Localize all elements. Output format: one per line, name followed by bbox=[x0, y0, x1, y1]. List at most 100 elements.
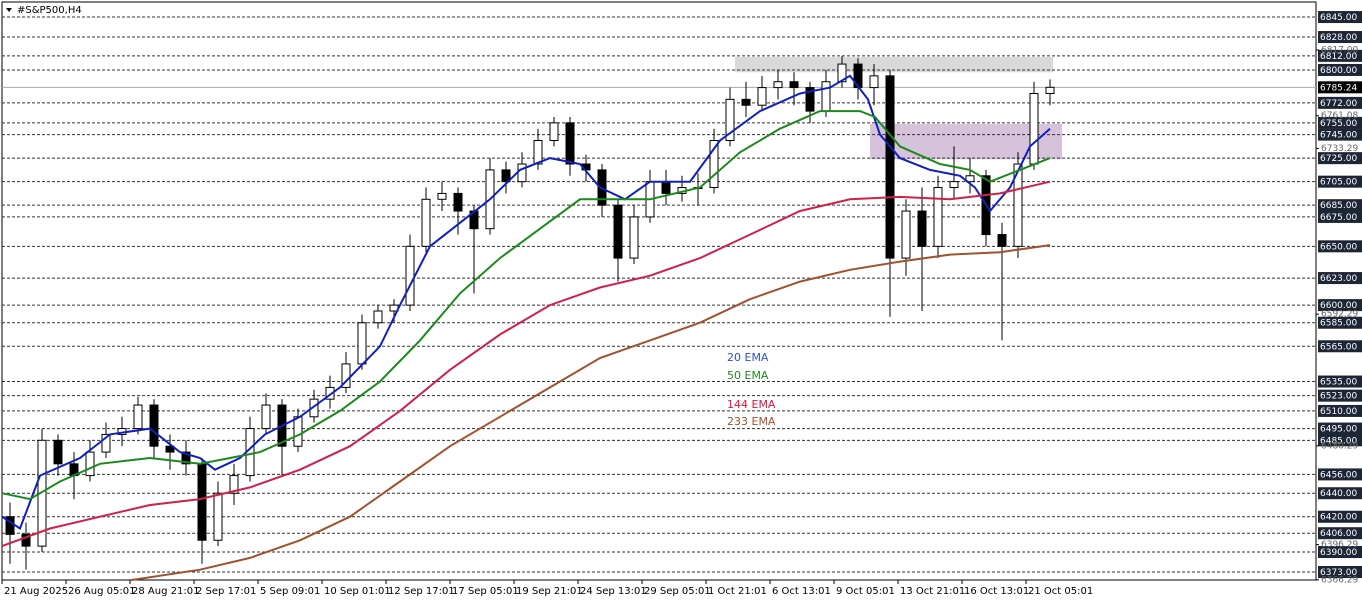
candle-body bbox=[213, 492, 223, 541]
candle-body bbox=[661, 181, 671, 194]
plot-frame bbox=[1, 1, 1317, 581]
candle-body bbox=[869, 75, 879, 89]
y-tick-label: 6600.00 bbox=[1320, 301, 1357, 311]
candle-body bbox=[533, 140, 543, 165]
candle-body bbox=[341, 363, 351, 388]
ema-line bbox=[1, 74, 1051, 531]
x-tick-label: 19 Sep 21:01 bbox=[516, 586, 583, 597]
candle-body bbox=[85, 451, 95, 477]
candle-body bbox=[773, 81, 783, 89]
legend-label: 50 EMA bbox=[727, 369, 769, 382]
y-tick-label: 6495.00 bbox=[1320, 425, 1357, 435]
y-tick-label-minor: 6592.29 bbox=[1321, 310, 1358, 320]
y-tick-box bbox=[1318, 340, 1362, 353]
x-tick-label: 26 Aug 05:01 bbox=[68, 586, 135, 597]
y-tick-label: 6440.00 bbox=[1320, 489, 1357, 499]
candle-body bbox=[149, 404, 159, 447]
candle-body bbox=[709, 140, 719, 189]
y-tick-label: 6523.00 bbox=[1320, 392, 1357, 402]
y-tick-box bbox=[1318, 175, 1362, 188]
y-tick-box bbox=[1318, 375, 1362, 388]
y-tick-label: 6800.00 bbox=[1320, 66, 1357, 76]
y-tick-label-minor: 6761.08 bbox=[1321, 111, 1358, 121]
y-tick-box bbox=[1318, 422, 1362, 435]
candle-body bbox=[229, 475, 239, 494]
x-tick-label: 5 Sep 09:01 bbox=[260, 586, 320, 597]
y-tick-label: 6406.00 bbox=[1320, 529, 1357, 539]
x-tick-label: 6 Oct 13:01 bbox=[772, 586, 831, 597]
y-tick-label: 6725.00 bbox=[1320, 154, 1357, 164]
candle-body bbox=[165, 445, 175, 453]
candle-body bbox=[1013, 163, 1023, 247]
y-tick-box bbox=[1318, 11, 1362, 24]
y-tick-box bbox=[1318, 527, 1362, 540]
candle-body bbox=[805, 87, 815, 112]
x-tick-label: 21 Aug 2025 bbox=[4, 586, 68, 597]
candle-body bbox=[901, 210, 911, 259]
y-tick-box bbox=[1318, 210, 1362, 223]
y-tick-box bbox=[1318, 404, 1362, 417]
candle-body bbox=[373, 310, 383, 324]
candle-body bbox=[1045, 86, 1055, 94]
y-tick-box bbox=[1318, 199, 1362, 212]
y-tick-label: 6705.00 bbox=[1320, 178, 1357, 188]
candle-body bbox=[997, 234, 1007, 247]
ema-line bbox=[1, 180, 1051, 548]
y-tick-label-minor: 6480.29 bbox=[1321, 441, 1358, 451]
y-tick-box bbox=[1318, 272, 1362, 285]
y-tick-label: 6828.00 bbox=[1320, 33, 1357, 43]
candle-body bbox=[565, 122, 575, 165]
y-tick-box bbox=[1318, 546, 1362, 559]
y-tick-box bbox=[1318, 116, 1362, 129]
x-tick-label: 17 Sep 05:01 bbox=[452, 586, 519, 597]
y-tick-label: 6812.00 bbox=[1320, 52, 1357, 62]
candle-body bbox=[53, 439, 63, 465]
y-tick-label: 6772.00 bbox=[1320, 99, 1357, 109]
candle-body bbox=[21, 533, 31, 547]
ema-line bbox=[129, 244, 1051, 582]
y-tick-label: 6623.00 bbox=[1320, 274, 1357, 284]
candle-body bbox=[1029, 92, 1039, 165]
candle-body bbox=[405, 245, 415, 306]
candle-body bbox=[949, 181, 959, 189]
x-tick-label: 12 Sep 17:01 bbox=[388, 586, 455, 597]
candle-body bbox=[309, 398, 319, 418]
candle-body bbox=[885, 75, 895, 259]
candle-body bbox=[261, 404, 271, 430]
candle-body bbox=[757, 87, 767, 106]
y-tick-box bbox=[1318, 434, 1362, 447]
legend-label: 233 EMA bbox=[727, 415, 776, 428]
candle-body bbox=[357, 322, 367, 365]
legend-label: 144 EMA bbox=[727, 398, 776, 411]
candle-body bbox=[725, 98, 735, 142]
candle-body bbox=[821, 81, 831, 112]
candle-body bbox=[197, 463, 207, 541]
chart-layer: 6845.00 6828.00 6812.00 6800.00 6772.00 6755.… bbox=[1, 11, 1362, 597]
y-tick-box bbox=[1318, 96, 1362, 109]
x-tick-label: 24 Sep 13:01 bbox=[580, 586, 647, 597]
y-tick-label-minor: 6366.29 bbox=[1321, 575, 1358, 585]
y-tick-box bbox=[1318, 49, 1362, 62]
y-tick-label-minor: 6396.29 bbox=[1321, 540, 1358, 550]
menu-arrow[interactable] bbox=[6, 8, 12, 12]
candle-body bbox=[325, 386, 335, 400]
candle-body bbox=[933, 187, 943, 247]
candle-body bbox=[181, 451, 191, 465]
y-tick-label: 6650.00 bbox=[1320, 242, 1357, 252]
candle-body bbox=[837, 63, 847, 83]
y-tick-label: 6745.00 bbox=[1320, 131, 1357, 141]
candle-body bbox=[37, 439, 47, 547]
y-tick-box bbox=[1318, 316, 1362, 329]
y-tick-box bbox=[1318, 566, 1362, 579]
y-tick-label-minor: 6817.00 bbox=[1321, 45, 1358, 55]
candle-body bbox=[741, 98, 751, 106]
y-tick-box bbox=[1318, 299, 1362, 312]
candle-body bbox=[517, 163, 527, 183]
y-tick-box bbox=[1318, 31, 1362, 44]
x-tick-label: 28 Aug 21:01 bbox=[132, 586, 199, 597]
x-tick-label: 16 Oct 13:01 bbox=[964, 586, 1029, 597]
candle-body bbox=[613, 204, 623, 259]
candle-body bbox=[917, 210, 927, 247]
